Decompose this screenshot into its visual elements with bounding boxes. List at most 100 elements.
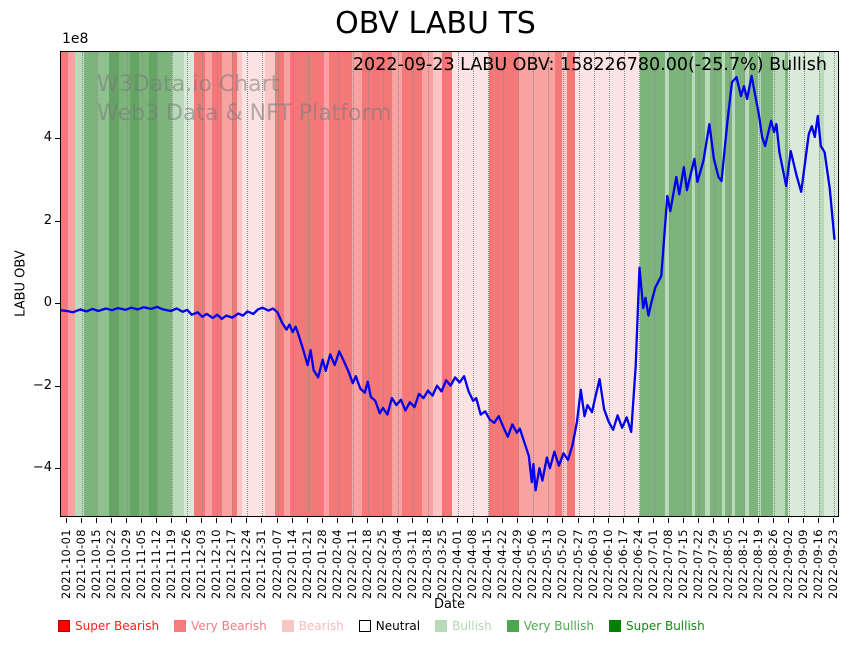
sentiment-band-strong_red <box>212 52 222 516</box>
x-tick-label: 2021-11-05 <box>134 529 149 599</box>
x-tick-mark <box>306 518 308 523</box>
gridline-week <box>127 52 128 516</box>
gridline-week <box>428 52 429 516</box>
sentiment-band-pink <box>236 52 243 516</box>
x-tick-mark <box>622 518 624 523</box>
sentiment-band-red <box>524 52 556 516</box>
legend-swatch <box>281 620 294 632</box>
sentiment-band-red <box>391 52 403 516</box>
legend-item-very-bearish: Very Bearish <box>174 619 267 633</box>
x-tick-mark <box>80 518 82 523</box>
legend-label: Super Bullish <box>626 619 705 633</box>
sentiment-band-dark_green <box>108 52 120 516</box>
gridline-week <box>729 52 730 516</box>
legend-label: Neutral <box>375 619 421 633</box>
x-tick-mark <box>126 518 127 523</box>
x-tick-label: 2022-07-01 <box>645 529 660 599</box>
x-tick-label: 2021-10-15 <box>88 529 103 599</box>
sentiment-band-strong_red <box>567 52 576 516</box>
x-tick-label: 2022-08-26 <box>766 529 781 599</box>
gridline-week <box>96 52 98 516</box>
gridline-week <box>262 52 264 516</box>
legend-swatch <box>58 620 70 632</box>
sentiment-band-red <box>205 52 213 516</box>
gridline-week <box>382 52 384 516</box>
latest-value-annotation: 2022-09-23 LABU OBV: 158226780.00(-25.7%… <box>352 55 827 75</box>
gridline-week <box>774 52 776 516</box>
sentiment-band-strong_red <box>289 52 323 516</box>
x-tick-label: 2022-03-11 <box>404 529 419 599</box>
legend-label: Super Bearish <box>75 619 160 633</box>
y-tick-label: 4 <box>43 130 52 145</box>
sentiment-band-pink <box>432 52 443 516</box>
y-tick-mark <box>55 303 60 304</box>
sentiment-band-light_green <box>704 52 711 516</box>
x-tick-mark <box>366 518 368 523</box>
legend-label: Bearish <box>298 619 344 633</box>
gridline-week <box>111 52 113 516</box>
sentiment-band-strong_red <box>61 52 67 516</box>
sentiment-band-medium_green <box>761 52 774 516</box>
x-tick-label: 2022-08-05 <box>721 529 735 599</box>
x-tick-mark <box>261 518 263 523</box>
gridline-week <box>683 52 685 516</box>
gridline-week <box>277 52 279 516</box>
x-tick-label: 2022-06-24 <box>630 529 645 599</box>
x-tick-label: 2022-04-22 <box>495 529 510 599</box>
gridline-week <box>307 52 309 516</box>
sentiment-band-medium_green <box>695 52 705 516</box>
x-tick-mark <box>381 518 383 523</box>
sentiment-band-medium_green <box>668 52 693 516</box>
gridline-week <box>187 52 189 516</box>
sentiment-band-light_green <box>75 52 85 516</box>
gridline-week <box>698 52 700 516</box>
sentiment-band-light_green <box>722 52 726 516</box>
x-tick-label: 2022-05-27 <box>570 529 585 599</box>
x-tick-mark <box>457 518 459 523</box>
x-tick-mark <box>773 518 775 523</box>
gridline-week <box>292 52 294 516</box>
x-tick-label: 2022-02-25 <box>374 529 389 599</box>
gridline-week <box>744 52 746 516</box>
watermark: W3Data.io Chart Web3 Data & NFT Platform <box>97 70 392 128</box>
sentiment-band-light_green <box>732 52 735 516</box>
x-tick-label: 2022-05-20 <box>555 529 570 599</box>
gridline-week <box>834 52 836 516</box>
sentiment-band-red <box>519 52 525 516</box>
gridline-week <box>217 52 219 516</box>
x-tick-mark <box>231 518 233 523</box>
x-tick-label: 2022-07-29 <box>705 529 720 599</box>
sentiment-band-medium_green <box>157 52 173 516</box>
x-tick-label: 2022-04-01 <box>450 529 465 599</box>
sentiment-band-medium_green <box>139 52 149 516</box>
gridline-week <box>157 52 159 516</box>
legend-swatch <box>609 620 621 632</box>
x-tick-mark <box>547 518 549 523</box>
x-tick-mark <box>396 518 398 523</box>
y-axis-offset-label: 1e8 <box>62 31 89 47</box>
x-tick-mark <box>411 518 413 523</box>
sentiment-band-pink <box>561 52 568 516</box>
sentiment-band-green <box>96 52 109 516</box>
legend-item-bullish: Bullish <box>435 619 492 633</box>
x-tick-label: 2022-06-17 <box>615 529 630 599</box>
x-tick-label: 2022-07-15 <box>675 529 690 599</box>
x-tick-mark <box>758 518 760 523</box>
x-tick-label: 2021-10-22 <box>103 529 118 599</box>
x-tick-mark <box>697 518 699 523</box>
x-tick-mark <box>637 518 639 523</box>
sentiment-band-strong_red <box>442 52 453 516</box>
x-tick-mark <box>607 518 609 523</box>
y-tick-label: −2 <box>32 377 52 393</box>
legend-item-very-bullish: Very Bullish <box>506 619 594 633</box>
gridline-week <box>247 52 249 516</box>
legend-item-neutral: Neutral <box>358 619 421 633</box>
gridline-week <box>232 52 234 516</box>
x-tick-label: 2022-09-02 <box>781 529 796 599</box>
y-axis-label: LABU OBV <box>13 250 29 317</box>
x-tick-mark <box>667 518 669 523</box>
x-tick-label: 2022-03-04 <box>389 529 404 599</box>
x-tick-mark <box>336 518 338 523</box>
sentiment-band-medium_green <box>784 52 789 516</box>
